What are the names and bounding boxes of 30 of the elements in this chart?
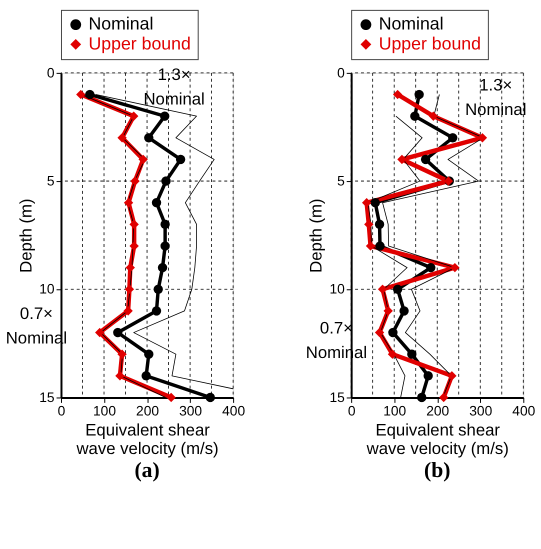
y-tick-label: 5	[46, 174, 55, 188]
text: (a)	[134, 458, 160, 482]
legend-label: Upper bound	[88, 33, 191, 54]
x-tick-label: 200	[136, 404, 160, 419]
x-axis-title: Equivalent shear wave velocity (m/s)	[75, 420, 219, 458]
x-tick-label: 0	[348, 404, 356, 419]
annotation: 1.3× Nominal	[143, 64, 205, 108]
y-tick-label: 0	[46, 65, 55, 80]
annotation: 1.3× Nominal	[465, 76, 526, 120]
y-tick-label: 10	[39, 282, 55, 297]
legend-label: Nominal	[88, 14, 154, 34]
x-tick-label: 100	[383, 404, 407, 419]
y-axis-title: Depth (m)	[16, 198, 36, 273]
y-tick-label: 15	[329, 390, 346, 405]
x-tick-label: 200	[426, 404, 450, 419]
y-tick-label: 0	[337, 65, 346, 80]
y-tick-label: 10	[329, 282, 346, 297]
x-tick-label: 400	[222, 404, 246, 419]
x-tick-label: 300	[469, 404, 493, 419]
x-tick-label: 100	[93, 404, 116, 419]
x-tick-label: 400	[512, 404, 536, 419]
legend-label: Upper bound	[378, 33, 481, 54]
x-tick-label: 0	[58, 404, 66, 419]
text: (b)	[424, 458, 450, 482]
x-axis-title: Equivalent shear wave velocity (m/s)	[366, 420, 509, 458]
y-tick-label: 5	[337, 174, 346, 188]
y-axis-title: Depth (m)	[306, 198, 326, 273]
legend-label: Nominal	[378, 14, 444, 34]
y-tick-label: 15	[39, 390, 55, 405]
x-tick-label: 300	[179, 404, 202, 419]
